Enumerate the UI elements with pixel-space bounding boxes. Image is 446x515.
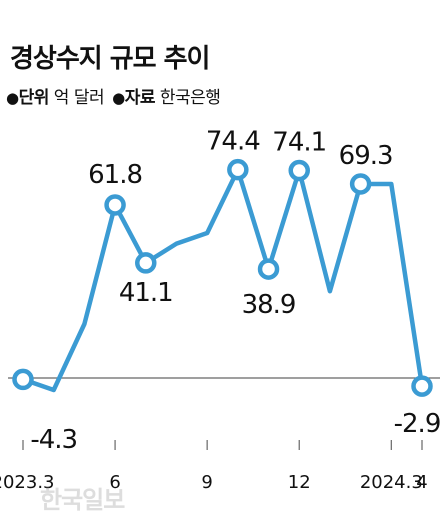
data-label: -2.9 [394,409,441,439]
data-point-marker [12,368,34,391]
series-line [20,167,425,393]
source-value: 한국은행 [159,88,221,108]
data-label: 74.1 [272,128,326,158]
chart-meta: ●단위 억 달러 ●자료 한국은행 [6,83,221,108]
unit-value: 억 달러 [53,88,105,108]
data-label: 38.9 [242,290,296,320]
x-tick-label: 2024.3 [360,472,423,493]
data-point-marker [104,194,126,216]
x-tick-label: 12 [288,472,311,493]
unit-key: 단위 [18,88,50,108]
data-point-marker [349,173,372,195]
chart-title: 경상수지 규모 추이 [10,44,210,74]
data-point-marker [257,258,280,280]
data-label: 69.3 [339,141,393,171]
x-tick-label: 4 [416,472,427,493]
data-label: 61.8 [88,160,142,190]
unit-bullet-icon: ● [6,89,19,107]
x-tick-label: 2023.3 [0,472,54,493]
data-label: -4.3 [30,425,77,455]
data-label: 41.1 [119,278,173,308]
source-key: 자료 [124,88,156,108]
data-point-marker [227,158,249,181]
data-point-marker [135,252,157,274]
x-tick-label: 6 [109,472,120,493]
data-point-marker [411,375,433,397]
x-tick-label: 9 [201,472,212,493]
data-label: 74.4 [206,127,260,157]
data-point-marker [288,159,310,182]
watermark: 한국일보 [40,486,125,514]
source-bullet-icon: ● [112,89,125,107]
